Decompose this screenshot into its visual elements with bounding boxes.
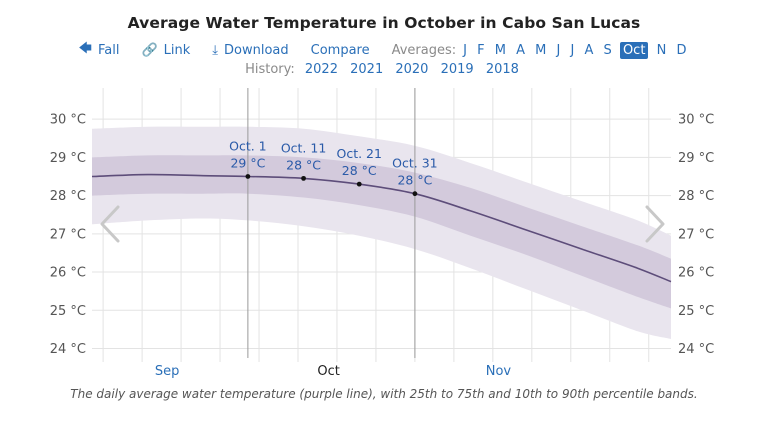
y-tick-label-right: 25 °C — [678, 304, 714, 319]
y-axis: 24 °C 24 °C 25 °C 25 °C 26 °C 26 °C 27 °C 27 °C… — [50, 113, 715, 357]
history-year-link[interactable]: 2020 — [395, 62, 429, 77]
month-link[interactable]: A — [516, 42, 526, 58]
x-tick-label: Oct — [317, 364, 339, 379]
x-tick-label: Nov — [486, 364, 512, 379]
annotation-date: Oct. 1 — [229, 138, 267, 153]
y-tick-label-left: 28 °C — [50, 189, 86, 204]
y-tick-label-right: 30 °C — [678, 113, 714, 128]
data-point — [245, 174, 251, 179]
fall-link[interactable]: 🡄 Fall — [79, 39, 120, 61]
download-label: Download — [224, 42, 289, 58]
month-link[interactable]: M — [494, 42, 506, 58]
month-link[interactable]: J — [570, 42, 575, 58]
y-tick-label-right: 28 °C — [678, 189, 714, 204]
y-tick-label-right: 29 °C — [678, 151, 714, 166]
x-tick-label: Sep — [155, 364, 180, 379]
history-year-link[interactable]: 2019 — [440, 62, 474, 77]
page-title: Average Water Temperature in October in … — [127, 14, 641, 32]
annotation-value: 28 °C — [397, 173, 432, 188]
arrow-left-icon: 🡄 — [78, 41, 92, 56]
y-tick-label-right: 27 °C — [678, 227, 714, 242]
averages-label: Averages: — [391, 42, 457, 58]
month-link[interactable]: A — [584, 42, 594, 58]
annotation-value: 28 °C — [342, 163, 377, 178]
annotation-date: Oct. 21 — [336, 146, 381, 161]
download-button[interactable]: ⤓ Download — [212, 43, 288, 58]
y-tick-label-right: 24 °C — [678, 342, 714, 357]
annotation-date: Oct. 31 — [392, 156, 437, 171]
month-link[interactable]: N — [656, 42, 667, 58]
month-link[interactable]: J — [556, 42, 561, 58]
history-bar: History: 2022 2021 2020 2019 2018 — [0, 62, 768, 77]
month-link[interactable]: S — [603, 42, 612, 58]
annotation-value: 28 °C — [286, 157, 321, 172]
y-tick-label-left: 25 °C — [50, 304, 86, 319]
y-tick-label-left: 24 °C — [50, 342, 86, 357]
month-link[interactable]: F — [477, 42, 485, 58]
y-tick-label-left: 30 °C — [50, 113, 86, 128]
link-label: Link — [163, 42, 191, 58]
data-point — [356, 181, 362, 187]
month-selector: J F M A M J J A S Oct N D — [460, 41, 689, 59]
marker-lines — [247, 88, 416, 358]
annotation-date: Oct. 11 — [281, 140, 326, 155]
month-link[interactable]: M — [535, 42, 547, 58]
history-label: History: — [245, 62, 295, 77]
y-tick-label-right: 26 °C — [678, 266, 714, 281]
data-point — [301, 175, 306, 181]
x-axis: Sep Oct Nov — [155, 364, 512, 379]
month-link-selected[interactable]: Oct — [619, 41, 649, 59]
compare-button[interactable]: Compare — [310, 42, 370, 58]
annotations: Oct. 1 29 °C Oct. 11 28 °C Oct. 21 28 °C Oct. … — [229, 138, 438, 197]
chart-caption: The daily average water temperature (pur… — [70, 387, 698, 401]
link-icon: 🔗 — [141, 42, 158, 58]
percentile-bands — [92, 126, 671, 339]
y-tick-label-left: 29 °C — [50, 151, 86, 166]
y-tick-label-left: 27 °C — [50, 227, 86, 242]
link-button[interactable]: 🔗 Link — [141, 43, 190, 58]
nav-arrows — [100, 205, 665, 243]
temperature-line — [91, 173, 672, 283]
history-year-link[interactable]: 2022 — [304, 62, 338, 77]
fall-label: Fall — [97, 42, 120, 58]
toolbar: 🡄 Fall 🔗 Link ⤓ Download Compare Average… — [0, 40, 768, 60]
average-temperature-line — [91, 173, 672, 283]
annotation-value: 29 °C — [230, 155, 265, 170]
data-point — [412, 191, 418, 197]
download-icon: ⤓ — [212, 42, 218, 58]
month-link[interactable]: J — [463, 42, 467, 58]
band-25-75 — [92, 155, 671, 309]
month-link[interactable]: D — [676, 42, 687, 58]
history-year-link[interactable]: 2021 — [350, 62, 384, 77]
chevron-left-icon[interactable] — [100, 205, 120, 243]
chevron-right-icon[interactable] — [645, 205, 665, 243]
y-tick-label-left: 26 °C — [50, 266, 86, 281]
history-year-link[interactable]: 2018 — [485, 62, 519, 77]
